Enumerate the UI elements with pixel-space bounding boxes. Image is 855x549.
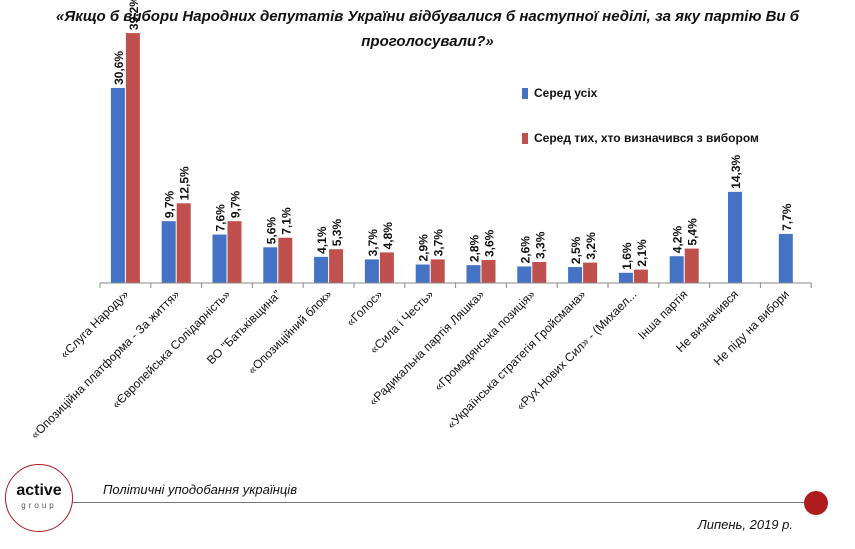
bar-s1-7 — [466, 265, 481, 283]
data-label-s2-3: 7,1% — [279, 207, 293, 235]
bar-s1-11 — [669, 256, 684, 283]
data-label-s2-11: 5,4% — [686, 218, 700, 246]
bar-s2-3 — [278, 237, 293, 283]
data-label-s1-2: 7,6% — [214, 204, 228, 232]
logo-sub-text: group — [21, 501, 57, 510]
category-label-4: «Опозиційний блок» — [245, 287, 335, 377]
bar-s2-5 — [379, 252, 394, 283]
category-label-8: «Громадянська позиція» — [431, 287, 538, 394]
bar-s1-5 — [364, 259, 379, 283]
legend-swatch-2 — [522, 133, 528, 144]
bar-s2-10 — [633, 269, 648, 283]
legend-swatch-1 — [522, 88, 528, 99]
x-axis: «Слуга Народу»«Опозиційна платформа - За… — [28, 282, 812, 442]
bar-s1-13 — [778, 233, 793, 283]
data-label-s2-9: 3,2% — [584, 232, 598, 260]
legend-label-2: Серед тих, хто визначився з вибором — [534, 131, 759, 145]
legend: Серед усіх Серед тих, хто визначився з ви… — [522, 86, 759, 145]
bar-s2-11 — [684, 248, 699, 283]
bar-s2-7 — [481, 260, 496, 283]
data-label-s1-3: 5,6% — [264, 217, 278, 245]
category-label-5: «Голос» — [344, 287, 386, 329]
bar-s1-2 — [212, 234, 227, 283]
data-label-s2-4: 5,3% — [330, 219, 344, 247]
data-label-s1-6: 2,9% — [417, 234, 431, 262]
bar-s2-8 — [532, 261, 547, 283]
bar-s2-4 — [329, 249, 344, 283]
data-label-s1-9: 2,5% — [569, 236, 583, 264]
data-label-s1-7: 2,8% — [468, 234, 482, 262]
data-label-s2-6: 3,7% — [432, 229, 446, 257]
active-group-logo: active group — [5, 464, 73, 532]
data-label-s1-5: 3,7% — [366, 229, 380, 257]
bar-s1-6 — [415, 264, 430, 283]
data-label-s1-8: 2,6% — [518, 236, 532, 264]
bar-s1-4 — [314, 256, 329, 283]
bar-s2-6 — [430, 259, 445, 283]
data-label-s2-10: 2,1% — [635, 239, 649, 267]
footer-divider — [68, 502, 808, 503]
data-label-s1-4: 4,1% — [315, 226, 329, 254]
logo-main-text: active — [16, 482, 62, 499]
category-label-11: Інша партія — [635, 287, 690, 342]
footer-accent-dot — [804, 491, 828, 515]
data-label-s2-0: 39,2% — [127, 0, 141, 30]
data-label-s2-7: 3,6% — [483, 229, 497, 257]
data-label-s1-11: 4,2% — [671, 226, 685, 254]
bar-s2-2 — [227, 221, 242, 283]
data-label-s2-1: 12,5% — [178, 166, 192, 200]
data-label-s2-5: 4,8% — [381, 222, 395, 250]
data-label-s1-0: 30,6% — [112, 51, 126, 85]
data-label-s2-8: 3,3% — [533, 231, 547, 259]
chart-title-line-1: «Якщо б вибори Народних депутатів Україн… — [55, 8, 800, 25]
bar-s1-3 — [263, 247, 278, 283]
data-label-s2-2: 9,7% — [229, 190, 243, 218]
bar-s1-8 — [517, 266, 532, 283]
bar-s2-1 — [176, 203, 191, 283]
bars-group: 30,6%39,2%9,7%12,5%7,6% 9,7%5,6% 7,1%4,1% 5… — [110, 0, 794, 283]
bar-s1-0 — [110, 87, 125, 283]
data-label-s1-10: 1,6% — [620, 242, 634, 270]
bar-s2-0 — [125, 33, 140, 283]
bar-s1-9 — [568, 267, 583, 283]
bar-s2-9 — [583, 262, 598, 283]
bar-chart: Серед усіх Серед тих, хто визначився з ви… — [28, 0, 812, 442]
bar-s1-10 — [618, 272, 633, 283]
bar-s1-12 — [728, 191, 742, 283]
chart-title-line-2: проголосували?» — [361, 33, 494, 50]
footer-date: Липень, 2019 р. — [697, 517, 793, 532]
chart-title: «Якщо б вибори Народних депутатів Україн… — [0, 4, 855, 54]
footer-subtitle: Політичні уподобання українців — [103, 482, 297, 497]
data-label-s1-12: 14,3% — [729, 154, 743, 188]
data-label-s1-13: 7,7% — [780, 203, 794, 231]
bar-s1-1 — [161, 221, 176, 283]
data-label-s1-1: 9,7% — [163, 190, 177, 218]
legend-label-1: Серед усіх — [534, 86, 598, 100]
